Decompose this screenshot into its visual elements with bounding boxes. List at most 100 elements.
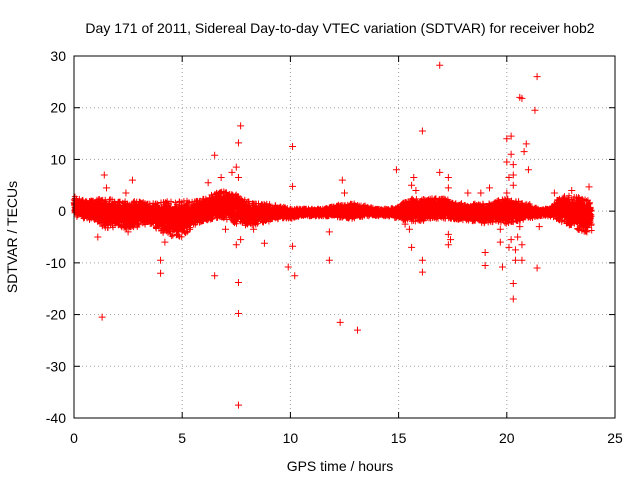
x-tick-label: 15 <box>391 430 407 446</box>
data-point <box>102 184 110 192</box>
data-point <box>444 230 452 238</box>
data-point <box>237 122 245 130</box>
data-point <box>516 223 524 231</box>
data-point <box>496 225 504 233</box>
data-point <box>341 189 348 197</box>
data-point <box>94 233 102 241</box>
data-point <box>157 269 165 277</box>
data-point <box>211 151 219 159</box>
data-point <box>574 225 582 233</box>
data-point <box>585 183 593 191</box>
data-point <box>481 261 489 269</box>
data-point <box>124 228 132 236</box>
data-point <box>524 166 532 174</box>
data-point <box>444 241 452 249</box>
data-point <box>410 174 418 182</box>
data-point <box>444 174 452 182</box>
data-point <box>518 94 526 102</box>
data-point <box>507 132 515 140</box>
data-point <box>338 176 346 184</box>
data-point <box>418 256 426 264</box>
data-point <box>98 313 106 321</box>
data-points <box>94 61 595 409</box>
data-point <box>234 401 242 409</box>
data-point <box>485 184 493 192</box>
data-point <box>100 171 108 179</box>
data-point <box>522 140 530 148</box>
data-point <box>128 176 136 184</box>
data-point <box>518 256 526 264</box>
data-point <box>157 256 165 264</box>
data-point <box>507 150 515 158</box>
data-point <box>408 243 416 251</box>
data-point <box>250 225 258 233</box>
data-point <box>228 168 236 176</box>
data-point <box>514 233 522 241</box>
y-tick-label: -30 <box>46 358 66 374</box>
chart-title: Day 171 of 2011, Sidereal Day-to-day VTE… <box>85 20 594 36</box>
data-point <box>353 326 361 334</box>
data-point <box>392 166 400 174</box>
data-point <box>325 228 333 236</box>
x-tick-label: 5 <box>178 430 186 446</box>
y-tick-label: 10 <box>50 151 66 167</box>
data-point <box>535 223 543 231</box>
data-point <box>418 127 426 135</box>
data-point <box>503 189 511 197</box>
data-point <box>232 241 240 249</box>
data-point <box>511 256 519 264</box>
x-tick-label: 0 <box>70 430 78 446</box>
x-tick-label: 25 <box>607 430 623 446</box>
data-point <box>325 256 333 264</box>
data-point <box>234 279 242 287</box>
data-point <box>550 189 558 197</box>
data-point <box>509 181 517 189</box>
data-point <box>505 174 513 182</box>
data-point <box>234 310 242 318</box>
data-point <box>408 181 416 189</box>
y-tick-label: 20 <box>50 100 66 116</box>
x-axis-label: GPS time / hours <box>287 458 394 474</box>
data-point <box>436 168 444 176</box>
data-point <box>217 174 225 182</box>
data-point <box>507 236 515 244</box>
data-point <box>412 186 420 194</box>
data-point <box>436 61 444 69</box>
data-point <box>518 241 526 249</box>
data-point <box>289 143 297 150</box>
data-point <box>237 236 245 244</box>
data-point <box>503 158 511 166</box>
data-point <box>509 295 517 303</box>
data-point <box>204 179 212 187</box>
data-point <box>511 246 519 254</box>
data-point <box>531 106 539 114</box>
y-axis-label: SDTVAR / TECUs <box>4 181 20 293</box>
y-tick-label: 30 <box>50 48 66 64</box>
data-point <box>234 174 242 182</box>
data-point <box>122 189 130 197</box>
data-point <box>496 238 504 246</box>
data-point <box>464 189 472 197</box>
data-point <box>234 139 242 147</box>
data-point <box>498 263 506 271</box>
data-point <box>211 272 219 280</box>
y-tick-label: -10 <box>46 255 66 271</box>
data-point <box>232 163 240 171</box>
data-point <box>401 220 409 228</box>
data-point <box>289 182 297 190</box>
data-point <box>284 263 292 271</box>
x-tick-label: 10 <box>283 430 299 446</box>
y-tick-labels: -40 -30 -20 -10 0 10 20 30 <box>46 48 66 426</box>
plot-frame <box>73 55 616 419</box>
y-tick-label: -40 <box>46 410 66 426</box>
data-point <box>533 264 541 272</box>
data-point <box>444 184 452 192</box>
y-tick-label: 0 <box>58 203 66 219</box>
data-point <box>405 225 413 233</box>
data-point <box>336 318 344 326</box>
data-point <box>509 280 517 288</box>
data-point <box>477 189 485 197</box>
data-point <box>481 249 489 257</box>
data-point <box>291 272 299 280</box>
